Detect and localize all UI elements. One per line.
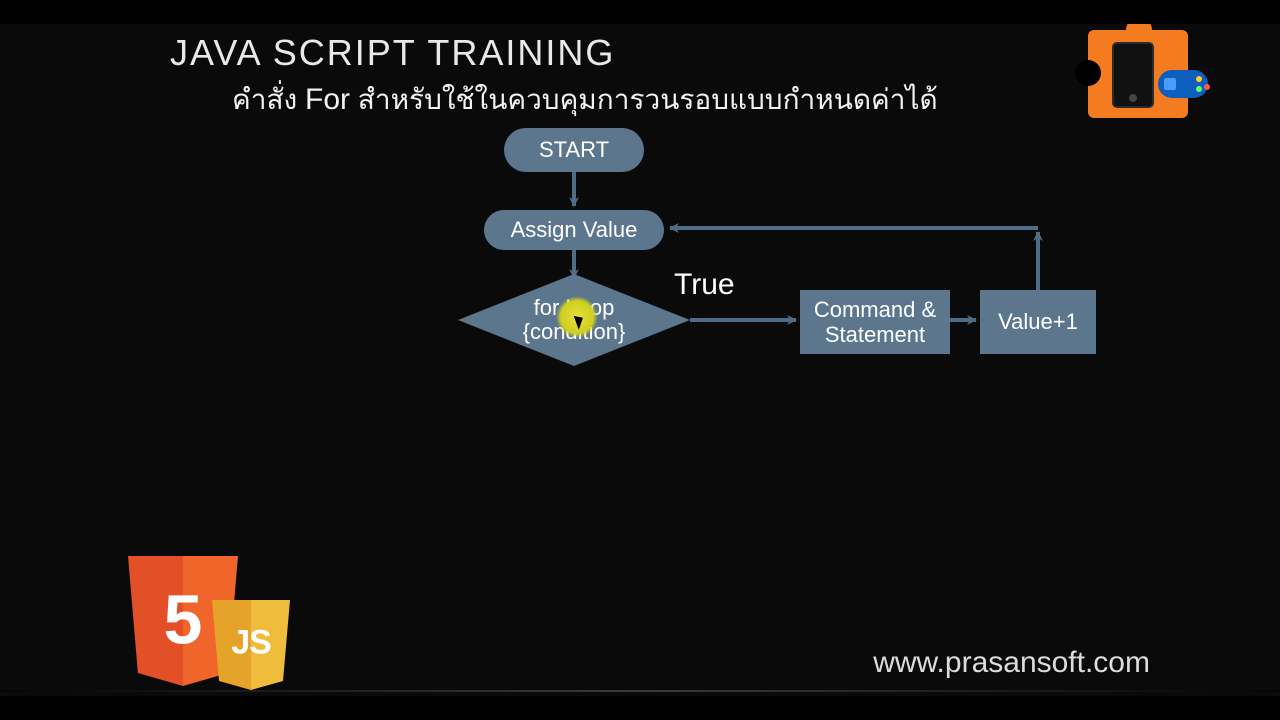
flow-decision-node: for Loop {condition} bbox=[458, 274, 690, 366]
flow-increment-node: Value+1 bbox=[980, 290, 1096, 354]
flow-command-line1: Command & bbox=[814, 297, 936, 322]
flow-start-node: START bbox=[504, 128, 644, 172]
subtitle-suffix: สำหรับใช้ในควบคุมการวนรอบแบบกำหนดค่าได้ bbox=[350, 84, 938, 115]
flow-start-label: START bbox=[539, 137, 609, 163]
flow-command-line2: Statement bbox=[825, 322, 925, 347]
flow-assign-label: Assign Value bbox=[511, 217, 638, 243]
brand-name: PRASANSOFT bbox=[1080, 117, 1165, 132]
letterbox-top bbox=[0, 0, 1280, 24]
phone-icon bbox=[1112, 42, 1154, 108]
slide-subtitle: คำสั่ง For สำหรับใช้ในควบคุมการวนรอบแบบก… bbox=[232, 78, 938, 122]
slide: JAVA SCRIPT TRAINING คำสั่ง For สำหรับใช… bbox=[0, 0, 1280, 720]
footer-url: www.prasansoft.com bbox=[873, 646, 1150, 680]
controller-icon bbox=[1158, 70, 1208, 98]
subtitle-prefix: คำสั่ง bbox=[232, 84, 305, 115]
flow-true-label: True bbox=[674, 268, 735, 302]
flow-command-node: Command & Statement bbox=[800, 290, 950, 354]
flow-decision-line2: {condition} bbox=[523, 320, 626, 344]
flow-assign-node: Assign Value bbox=[484, 210, 664, 250]
html5-badge-text: 5 bbox=[164, 579, 203, 659]
slide-title: JAVA SCRIPT TRAINING bbox=[170, 32, 615, 74]
flow-increment-label: Value+1 bbox=[998, 309, 1078, 335]
footer-divider bbox=[0, 690, 1280, 692]
js-badge-text: JS bbox=[231, 624, 271, 663]
subtitle-keyword: For bbox=[305, 83, 350, 116]
flow-decision-line1: for Loop bbox=[534, 296, 615, 320]
brand-logo: PRASANSOFT bbox=[1070, 24, 1210, 134]
js-badge: JS bbox=[212, 600, 290, 690]
letterbox-bottom bbox=[0, 696, 1280, 720]
